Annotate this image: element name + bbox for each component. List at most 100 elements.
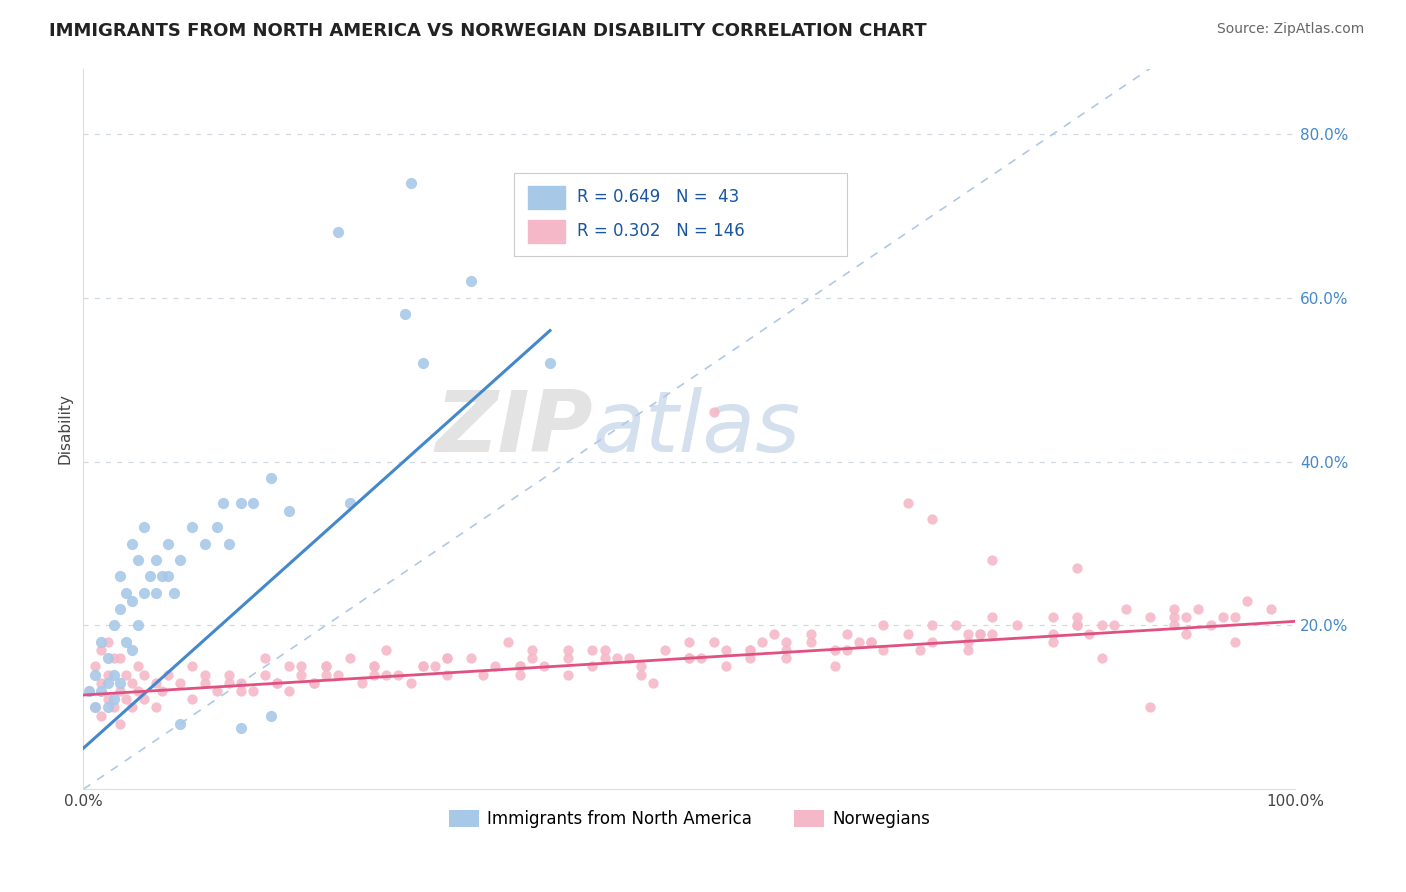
Point bbox=[169, 675, 191, 690]
Point bbox=[145, 675, 167, 690]
Point bbox=[145, 553, 167, 567]
FancyBboxPatch shape bbox=[513, 173, 846, 256]
Point bbox=[394, 307, 416, 321]
Point bbox=[145, 700, 167, 714]
Point bbox=[1042, 635, 1064, 649]
Point bbox=[1066, 610, 1088, 624]
Point bbox=[412, 659, 434, 673]
Text: R = 0.649   N =  43: R = 0.649 N = 43 bbox=[576, 188, 740, 206]
Point bbox=[738, 643, 761, 657]
Point bbox=[90, 684, 112, 698]
Point bbox=[896, 626, 918, 640]
Point bbox=[1090, 618, 1112, 632]
Point bbox=[1042, 626, 1064, 640]
Point bbox=[90, 643, 112, 657]
Point bbox=[1042, 610, 1064, 624]
Point bbox=[581, 659, 603, 673]
Point bbox=[205, 520, 228, 534]
Point bbox=[1078, 626, 1101, 640]
Point bbox=[751, 635, 773, 649]
Point bbox=[363, 667, 385, 681]
Legend: Immigrants from North America, Norwegians: Immigrants from North America, Norwegian… bbox=[441, 804, 936, 835]
Point bbox=[703, 405, 725, 419]
Point bbox=[181, 520, 204, 534]
Point bbox=[1212, 610, 1234, 624]
Point bbox=[302, 675, 325, 690]
Point bbox=[254, 667, 277, 681]
Point bbox=[557, 667, 579, 681]
Point bbox=[617, 651, 640, 665]
Point bbox=[127, 553, 149, 567]
Point bbox=[205, 684, 228, 698]
Point bbox=[266, 675, 288, 690]
Text: Source: ZipAtlas.com: Source: ZipAtlas.com bbox=[1216, 22, 1364, 37]
Point bbox=[108, 569, 131, 583]
Point bbox=[145, 585, 167, 599]
Point bbox=[108, 675, 131, 690]
Text: atlas: atlas bbox=[592, 387, 800, 470]
Point bbox=[484, 659, 506, 673]
Point bbox=[157, 569, 180, 583]
Point bbox=[193, 675, 215, 690]
Point bbox=[114, 667, 136, 681]
Point bbox=[981, 610, 1004, 624]
Point bbox=[363, 659, 385, 673]
Point bbox=[824, 643, 846, 657]
Point bbox=[775, 651, 797, 665]
Point bbox=[121, 643, 143, 657]
Point bbox=[132, 667, 155, 681]
Point bbox=[242, 684, 264, 698]
Point bbox=[557, 651, 579, 665]
Point bbox=[169, 553, 191, 567]
Point bbox=[981, 626, 1004, 640]
Point bbox=[193, 536, 215, 550]
Point bbox=[96, 667, 118, 681]
Point bbox=[1066, 618, 1088, 632]
Point bbox=[79, 684, 101, 698]
Point bbox=[108, 684, 131, 698]
Point bbox=[557, 643, 579, 657]
Point bbox=[278, 684, 301, 698]
Point bbox=[132, 585, 155, 599]
Point bbox=[315, 659, 337, 673]
Point bbox=[1139, 610, 1161, 624]
Point bbox=[375, 643, 398, 657]
Point bbox=[127, 684, 149, 698]
Y-axis label: Disability: Disability bbox=[58, 393, 72, 465]
Point bbox=[436, 667, 458, 681]
Point bbox=[800, 626, 823, 640]
Point bbox=[254, 651, 277, 665]
Point bbox=[775, 635, 797, 649]
Point bbox=[981, 553, 1004, 567]
Point bbox=[957, 635, 980, 649]
Point bbox=[848, 635, 870, 649]
Point bbox=[121, 675, 143, 690]
Point bbox=[520, 643, 543, 657]
Point bbox=[496, 635, 519, 649]
Point bbox=[1115, 602, 1137, 616]
Point bbox=[315, 667, 337, 681]
Point bbox=[90, 635, 112, 649]
Point bbox=[1005, 618, 1028, 632]
Point bbox=[339, 651, 361, 665]
Point bbox=[678, 635, 700, 649]
Point bbox=[678, 651, 700, 665]
Point bbox=[436, 651, 458, 665]
Point bbox=[127, 618, 149, 632]
Point bbox=[1066, 618, 1088, 632]
Point bbox=[738, 643, 761, 657]
Point bbox=[412, 659, 434, 673]
Point bbox=[872, 643, 894, 657]
Point bbox=[193, 667, 215, 681]
Point bbox=[103, 667, 125, 681]
Point bbox=[163, 585, 186, 599]
Point bbox=[103, 692, 125, 706]
Point bbox=[908, 643, 931, 657]
Point bbox=[1163, 610, 1185, 624]
Point bbox=[169, 716, 191, 731]
Point bbox=[1223, 610, 1246, 624]
Point bbox=[1163, 602, 1185, 616]
Point bbox=[96, 651, 118, 665]
Bar bbox=[529, 186, 565, 209]
Point bbox=[290, 659, 312, 673]
